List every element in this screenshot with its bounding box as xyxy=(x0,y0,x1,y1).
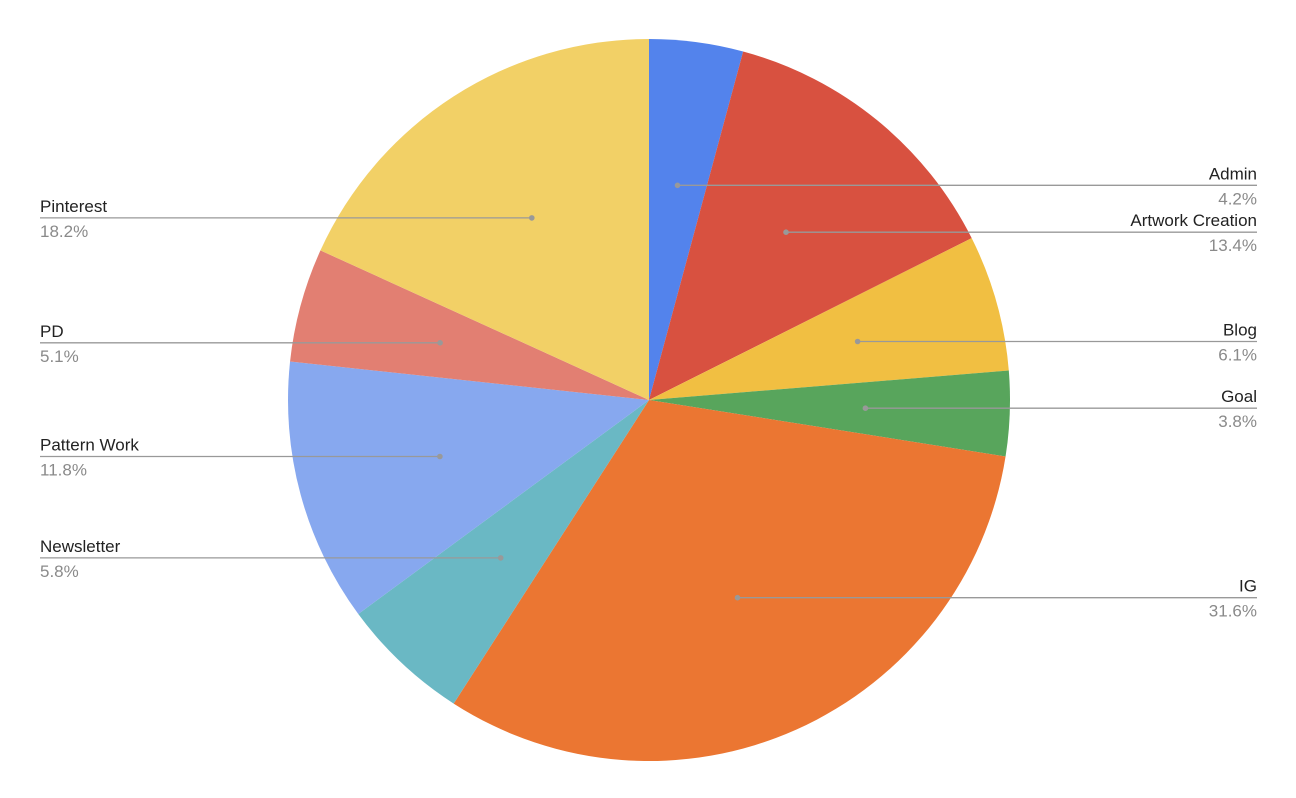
leader-dot-admin xyxy=(674,182,681,189)
slice-label-ig: IG xyxy=(1239,577,1257,596)
slice-percent-pinterest: 18.2% xyxy=(40,222,88,241)
leader-lines xyxy=(40,182,1257,601)
leader-dot-ig xyxy=(734,594,741,601)
slice-label-pd: PD xyxy=(40,322,64,341)
slice-label-artwork-creation: Artwork Creation xyxy=(1130,211,1257,230)
slice-label-pattern-work: Pattern Work xyxy=(40,436,139,455)
pie-slice-pinterest xyxy=(320,39,649,400)
leader-dot-pinterest xyxy=(529,215,535,221)
leader-dot-blog xyxy=(854,338,861,345)
pie-slice-pd xyxy=(290,250,649,400)
leader-dot-artwork-creation xyxy=(783,229,789,235)
slice-percent-goal: 3.8% xyxy=(1218,412,1257,431)
leader-dot-newsletter xyxy=(497,555,504,561)
slice-percent-pd: 5.1% xyxy=(40,347,79,366)
pie-slice-ig xyxy=(453,400,1006,761)
pie-slice-admin xyxy=(649,39,744,400)
slice-percent-artwork-creation: 13.4% xyxy=(1209,236,1257,255)
pie-slices xyxy=(288,39,1011,761)
pie-slice-artwork-creation xyxy=(649,51,972,400)
slice-percent-ig: 31.6% xyxy=(1209,602,1257,621)
leader-dot-pattern-work xyxy=(437,453,443,460)
slice-label-newsletter: Newsletter xyxy=(40,537,121,556)
pie-slice-pattern-work xyxy=(288,361,649,615)
slice-percent-admin: 4.2% xyxy=(1218,189,1257,208)
slice-percent-blog: 6.1% xyxy=(1218,346,1257,365)
pie-slice-newsletter xyxy=(358,400,649,704)
slice-label-pinterest: Pinterest xyxy=(40,197,107,216)
pie-slice-goal xyxy=(649,370,1011,457)
slice-label-blog: Blog xyxy=(1223,321,1257,340)
pie-slice-blog xyxy=(649,238,1009,400)
slice-labels: Admin 4.2% Artwork Creation 13.4% Blog 6.1% Go… xyxy=(40,164,1257,620)
slice-percent-newsletter: 5.8% xyxy=(40,562,79,581)
slice-label-goal: Goal xyxy=(1221,387,1257,406)
slice-percent-pattern-work: 11.8% xyxy=(40,461,87,480)
leader-dot-pd xyxy=(437,340,443,346)
leader-dot-goal xyxy=(862,405,869,412)
slice-label-admin: Admin xyxy=(1209,164,1257,183)
